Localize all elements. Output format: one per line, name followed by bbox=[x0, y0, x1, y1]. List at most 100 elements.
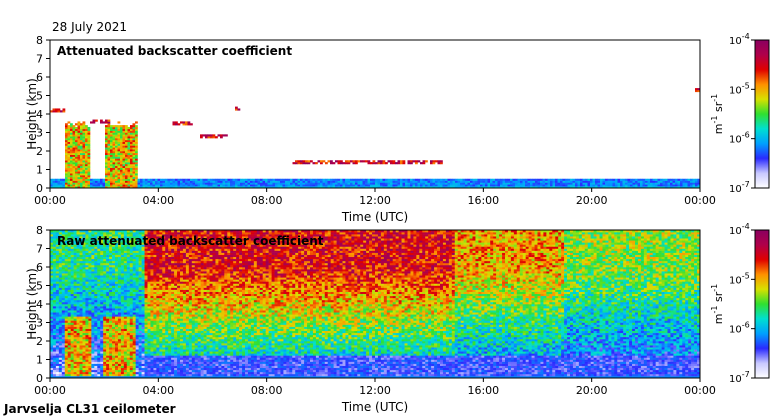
raw-backscatter-cell bbox=[153, 254, 157, 258]
backscatter-cell bbox=[75, 128, 78, 131]
raw-backscatter-cell bbox=[135, 338, 139, 342]
raw-backscatter-cell bbox=[94, 363, 98, 366]
raw-backscatter-cell bbox=[126, 359, 131, 362]
backscatter-cell bbox=[130, 186, 133, 188]
backscatter-cell bbox=[545, 184, 548, 187]
raw-backscatter-cell bbox=[91, 328, 95, 332]
raw-backscatter-cell bbox=[50, 314, 54, 317]
raw-backscatter-cell bbox=[115, 328, 119, 332]
backscatter-cell bbox=[392, 182, 396, 185]
backscatter-cell bbox=[377, 182, 381, 185]
raw-backscatter-cell bbox=[156, 287, 160, 290]
raw-backscatter-cell bbox=[123, 341, 128, 344]
raw-backscatter-cell bbox=[159, 283, 163, 286]
raw-backscatter-cell bbox=[117, 373, 122, 377]
raw-backscatter-cell bbox=[79, 343, 83, 346]
raw-backscatter-cell bbox=[123, 256, 128, 260]
backscatter-cell bbox=[65, 130, 68, 133]
backscatter-cell bbox=[427, 186, 431, 188]
raw-backscatter-cell bbox=[55, 240, 60, 243]
backscatter-cell bbox=[262, 178, 266, 181]
raw-backscatter-cell bbox=[91, 338, 95, 342]
backscatter-cell bbox=[255, 180, 258, 183]
raw-backscatter-cell bbox=[106, 295, 110, 299]
raw-backscatter-cell bbox=[97, 287, 101, 290]
raw-backscatter-cell bbox=[100, 244, 104, 247]
backscatter-cell bbox=[110, 163, 113, 167]
backscatter-cell bbox=[77, 173, 81, 176]
raw-backscatter-cell bbox=[162, 361, 166, 364]
raw-backscatter-cell bbox=[120, 367, 125, 371]
raw-backscatter-cell bbox=[109, 365, 113, 369]
backscatter-cell bbox=[582, 182, 586, 185]
backscatter-cell bbox=[340, 178, 343, 181]
raw-backscatter-cell bbox=[103, 341, 107, 344]
backscatter-cell bbox=[117, 182, 121, 185]
raw-backscatter-cell bbox=[97, 371, 101, 375]
backscatter-cell bbox=[132, 173, 136, 176]
backscatter-cell bbox=[600, 180, 603, 183]
raw-backscatter-cell bbox=[109, 254, 113, 258]
raw-backscatter-cell bbox=[103, 365, 107, 369]
backscatter-cell bbox=[400, 178, 403, 181]
raw-backscatter-cell bbox=[91, 262, 95, 266]
backscatter-cell bbox=[85, 186, 88, 188]
backscatter-cell bbox=[687, 178, 691, 181]
backscatter-cell bbox=[67, 178, 71, 181]
backscatter-cell bbox=[600, 182, 603, 185]
raw-backscatter-cell bbox=[162, 324, 166, 327]
backscatter-cell bbox=[555, 184, 558, 187]
backscatter-cell bbox=[77, 125, 81, 128]
backscatter-cell bbox=[107, 141, 111, 144]
raw-backscatter-cell bbox=[94, 345, 98, 348]
raw-backscatter-cell bbox=[85, 283, 89, 286]
raw-backscatter-cell bbox=[76, 236, 80, 239]
backscatter-cell bbox=[575, 178, 578, 181]
raw-backscatter-cell bbox=[117, 299, 122, 303]
raw-backscatter-cell bbox=[112, 260, 116, 264]
raw-backscatter-cell bbox=[126, 318, 131, 321]
backscatter-cell bbox=[437, 186, 441, 188]
raw-backscatter-cell bbox=[132, 260, 136, 264]
backscatter-cell bbox=[265, 178, 268, 181]
raw-backscatter-cell bbox=[64, 297, 69, 301]
raw-backscatter-cell bbox=[67, 357, 71, 360]
raw-backscatter-cell bbox=[61, 308, 66, 311]
raw-backscatter-cell bbox=[147, 314, 151, 317]
raw-backscatter-cell bbox=[117, 357, 122, 360]
backscatter-cell bbox=[312, 184, 316, 187]
raw-backscatter-cell bbox=[64, 250, 69, 253]
raw-backscatter-cell bbox=[61, 345, 66, 348]
raw-backscatter-cell bbox=[91, 355, 95, 358]
raw-backscatter-cell bbox=[141, 322, 145, 325]
raw-backscatter-cell bbox=[162, 349, 166, 352]
backscatter-cell bbox=[637, 184, 641, 187]
raw-backscatter-cell bbox=[156, 365, 160, 369]
raw-backscatter-cell bbox=[109, 246, 113, 249]
backscatter-cell bbox=[422, 162, 426, 165]
raw-backscatter-cell bbox=[73, 310, 77, 313]
backscatter-cell bbox=[132, 132, 136, 135]
raw-backscatter-cell bbox=[153, 234, 157, 237]
backscatter-cell bbox=[135, 151, 138, 154]
raw-backscatter-cell bbox=[82, 318, 86, 321]
backscatter-cell bbox=[377, 160, 381, 163]
raw-backscatter-cell bbox=[162, 281, 166, 284]
raw-backscatter-cell bbox=[50, 349, 54, 352]
raw-backscatter-cell bbox=[58, 264, 63, 268]
backscatter-cell bbox=[582, 180, 586, 183]
backscatter-cell bbox=[342, 186, 346, 188]
backscatter-cell bbox=[295, 162, 298, 165]
backscatter-cell bbox=[82, 186, 86, 188]
raw-backscatter-cell bbox=[73, 281, 77, 284]
raw-backscatter-cell bbox=[50, 281, 54, 284]
backscatter-cell bbox=[292, 162, 296, 165]
raw-backscatter-cell bbox=[147, 324, 151, 327]
raw-backscatter-cell bbox=[109, 295, 113, 299]
raw-backscatter-cell bbox=[156, 363, 160, 366]
backscatter-cell bbox=[127, 182, 131, 185]
backscatter-cell bbox=[117, 126, 121, 130]
backscatter-cell bbox=[200, 178, 203, 181]
raw-backscatter-cell bbox=[82, 324, 86, 327]
backscatter-cell bbox=[372, 178, 376, 181]
